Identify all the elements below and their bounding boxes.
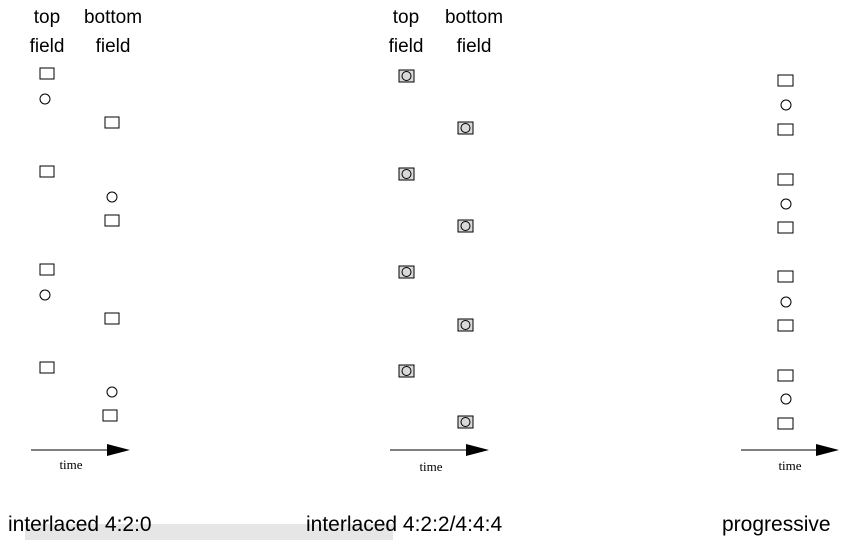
chroma-sample [39, 289, 51, 301]
caption-interlaced-422-444: interlaced 4:2:2/4:4:4 [306, 513, 502, 536]
time-arrow-3 [741, 444, 839, 456]
caption-progressive: progressive [722, 513, 831, 536]
luma-sample [777, 173, 794, 186]
luma-sample [39, 361, 55, 374]
luma-sample [777, 221, 794, 234]
p1-top-label-2: field [30, 36, 65, 57]
chroma-sample [39, 93, 51, 105]
caption-highlight [25, 524, 393, 540]
chroma-sample [780, 296, 792, 308]
p1-bottom-label-2: field [96, 36, 131, 57]
luma-sample [102, 409, 118, 422]
luma-sample [104, 214, 120, 227]
luma-sample [104, 116, 120, 129]
luma-sample [39, 263, 55, 276]
p2-bottom-label-2: field [457, 36, 492, 57]
chroma-sample [780, 198, 792, 210]
caption-interlaced-420: interlaced 4:2:0 [8, 513, 152, 536]
luma-sample [39, 67, 55, 80]
time-arrow-2 [390, 444, 489, 456]
luma-sample [777, 319, 794, 332]
p1-bottom-label-1: bottom [84, 7, 142, 28]
cosited-sample [457, 121, 474, 135]
cosited-sample [398, 69, 415, 83]
time-label-1: time [59, 457, 82, 472]
luma-sample [777, 369, 794, 382]
panel-interlaced-422-444 [398, 69, 474, 429]
cosited-sample [398, 167, 415, 181]
cosited-sample [457, 318, 474, 332]
luma-sample [777, 270, 794, 283]
chroma-sample [106, 191, 118, 203]
luma-sample [777, 123, 794, 136]
luma-sample [777, 417, 794, 430]
cosited-sample [457, 219, 474, 233]
luma-sample [104, 312, 120, 325]
time-label-2: time [419, 459, 442, 474]
chroma-sample [780, 99, 792, 111]
p2-bottom-label-1: bottom [445, 7, 503, 28]
p2-top-label-1: top [393, 7, 419, 28]
luma-sample [777, 74, 794, 87]
cosited-sample [457, 415, 474, 429]
time-arrow-1 [31, 444, 130, 456]
panel-progressive [777, 74, 794, 430]
chroma-sample [106, 386, 118, 398]
panel-interlaced-420 [39, 67, 120, 422]
p2-top-label-2: field [389, 36, 424, 57]
time-label-3: time [778, 458, 801, 473]
luma-sample [39, 165, 55, 178]
chroma-sample [780, 393, 792, 405]
p1-top-label-1: top [34, 7, 60, 28]
cosited-sample [398, 364, 415, 378]
cosited-sample [398, 265, 415, 279]
